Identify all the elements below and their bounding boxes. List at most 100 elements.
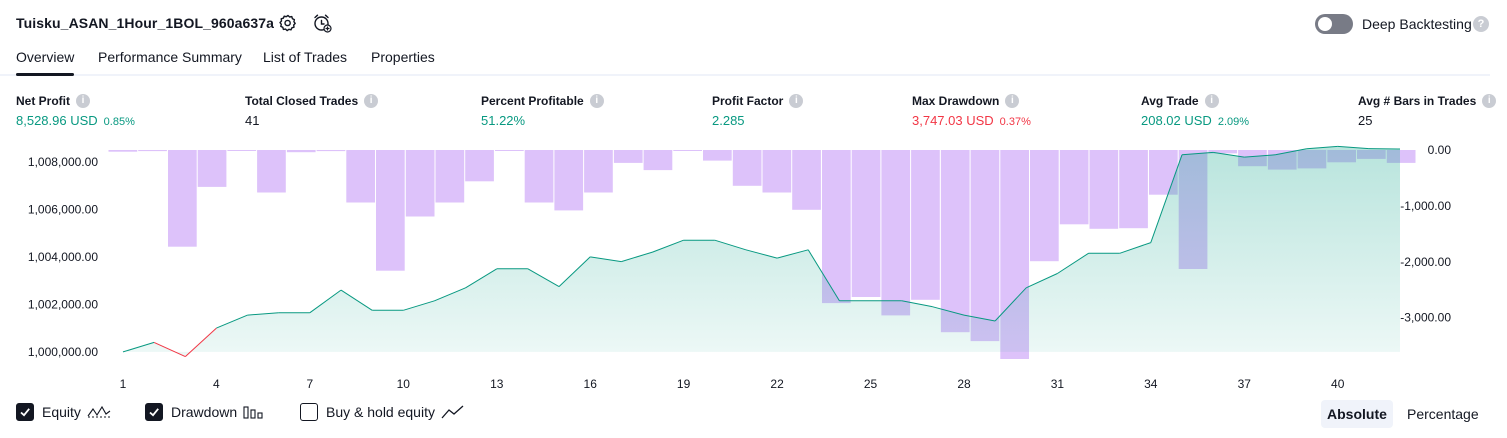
tab-performance-summary[interactable]: Performance Summary xyxy=(98,49,242,65)
metric-label: Avg Trade xyxy=(1141,94,1199,108)
metric-value: 208.02 USD xyxy=(1141,113,1212,128)
drawdown-bar xyxy=(346,150,375,203)
drawdown-bar xyxy=(286,150,316,153)
drawdown-bar xyxy=(643,150,673,171)
drawdown-bar xyxy=(584,150,613,193)
drawdown-bar xyxy=(495,150,524,151)
deep-backtesting-toggle[interactable] xyxy=(1315,14,1353,34)
x-tick-label: 16 xyxy=(584,377,598,391)
equity-line-segment xyxy=(621,251,653,263)
drawdown-bar xyxy=(376,150,405,271)
gear-icon[interactable] xyxy=(277,12,299,34)
drawdown-bar xyxy=(1119,150,1148,229)
info-icon[interactable]: i xyxy=(1204,94,1219,108)
drawdown-bar xyxy=(108,150,138,152)
equity-line-segment xyxy=(153,341,186,358)
trend-line-icon xyxy=(441,404,465,420)
equity-line-segment xyxy=(184,327,217,357)
equity-line-segment xyxy=(527,268,560,288)
equity-line-segment xyxy=(1119,242,1151,254)
metric-label: Net Profit xyxy=(16,94,70,108)
drawdown-bar xyxy=(138,150,167,152)
report-tabs: Overview Performance Summary List of Tra… xyxy=(0,44,1490,76)
metric-value: 8,528.96 USD xyxy=(16,113,98,128)
equity-line-segment xyxy=(1181,151,1214,156)
x-tick-label: 34 xyxy=(1144,377,1158,391)
drawdown-toggle[interactable]: Drawdown xyxy=(145,403,265,421)
checkbox-checked-icon[interactable] xyxy=(145,403,163,421)
checkbox-unchecked-icon[interactable] xyxy=(300,403,318,421)
percentage-mode-button[interactable]: Percentage xyxy=(1407,406,1479,422)
question-icon[interactable]: ? xyxy=(1473,16,1489,32)
equity-toggle[interactable]: Equity xyxy=(16,403,111,421)
drawdown-bar xyxy=(435,150,465,203)
equity-line-segment xyxy=(714,239,747,251)
x-tick-label: 1 xyxy=(120,377,127,391)
equity-drawdown-chart[interactable]: 1,008,000.00 1,006,000.00 1,004,000.00 1,00… xyxy=(0,140,1507,395)
metric-label: Total Closed Trades xyxy=(245,94,359,108)
metric-value: 3,747.03 USD xyxy=(912,113,994,128)
metric-net-profit: Net Profit i 8,528.96 USD 0.85% xyxy=(16,94,135,128)
info-icon[interactable]: i xyxy=(1482,94,1497,108)
metric-total-closed-trades: Total Closed Trades i 41 xyxy=(245,94,379,128)
equity-line-segment xyxy=(590,256,622,263)
metric-label: Percent Profitable xyxy=(481,94,584,108)
drawdown-bar xyxy=(732,150,762,186)
metric-value: 41 xyxy=(245,113,260,128)
absolute-mode-button[interactable]: Absolute xyxy=(1321,400,1393,428)
add-alarm-icon[interactable] xyxy=(311,12,333,34)
info-icon[interactable]: i xyxy=(364,94,379,108)
y-left-tick-label: 1,002,000.00 xyxy=(28,297,98,311)
chart-axes: 1,008,000.00 1,006,000.00 1,004,000.00 1,00… xyxy=(28,143,1451,391)
info-icon[interactable]: i xyxy=(589,94,604,108)
drawdown-bar xyxy=(257,150,286,193)
drawdown-bar xyxy=(1059,150,1089,225)
y-left-tick-label: 1,000,000.00 xyxy=(28,345,98,359)
equity-label: Equity xyxy=(42,404,81,420)
equity-line-segment xyxy=(901,300,933,308)
x-tick-label: 10 xyxy=(397,377,411,391)
drawdown-bar xyxy=(881,150,911,316)
y-right-tick-label: 0.00 xyxy=(1428,143,1452,157)
y-left-tick-label: 1,006,000.00 xyxy=(28,202,98,216)
info-icon[interactable]: i xyxy=(1005,94,1020,108)
toggle-knob xyxy=(1318,17,1332,31)
drawdown-bar xyxy=(1030,150,1059,262)
equity-line-segment xyxy=(963,314,996,322)
drawdown-bar xyxy=(762,150,792,193)
checkbox-checked-icon[interactable] xyxy=(16,403,34,421)
equity-line-segment xyxy=(340,289,373,311)
metric-value: 2.285 xyxy=(712,113,745,128)
metric-avg-bars-in-trades: Avg # Bars in Trades i 25 xyxy=(1358,94,1497,128)
equity-line-segment xyxy=(434,287,466,302)
equity-line-segment xyxy=(1337,145,1369,150)
y-right-tick-label: -2,000.00 xyxy=(1400,255,1451,269)
x-tick-label: 31 xyxy=(1051,377,1065,391)
buy-hold-equity-toggle[interactable]: Buy & hold equity xyxy=(300,403,465,421)
equity-line-segment xyxy=(247,312,279,316)
drawdown-bar xyxy=(168,150,197,247)
tab-properties[interactable]: Properties xyxy=(371,49,435,65)
equity-line-segment xyxy=(309,289,342,314)
drawdown-bar xyxy=(1089,150,1119,229)
drawdown-bar xyxy=(227,150,257,151)
tab-overview[interactable]: Overview xyxy=(16,49,75,76)
metric-percent: 2.09% xyxy=(1217,116,1250,128)
equity-line-segment xyxy=(1057,252,1089,274)
info-icon[interactable]: i xyxy=(789,94,804,108)
x-tick-label: 7 xyxy=(307,377,314,391)
equity-line-segment xyxy=(1306,145,1338,150)
equity-line-segment xyxy=(1244,154,1276,158)
metric-value: 51.22% xyxy=(481,113,526,128)
equity-line-segment xyxy=(1025,273,1058,289)
equity-series xyxy=(122,145,1401,358)
drawdown-label: Drawdown xyxy=(171,404,238,420)
equity-line-segment xyxy=(994,287,1027,322)
equity-area xyxy=(123,146,1400,357)
drawdown-bar xyxy=(673,150,702,151)
info-icon[interactable]: i xyxy=(76,94,90,108)
equity-line-segment xyxy=(122,341,155,353)
x-tick-label: 19 xyxy=(677,377,691,391)
x-tick-label: 37 xyxy=(1238,377,1252,391)
tab-list-of-trades[interactable]: List of Trades xyxy=(263,49,348,65)
